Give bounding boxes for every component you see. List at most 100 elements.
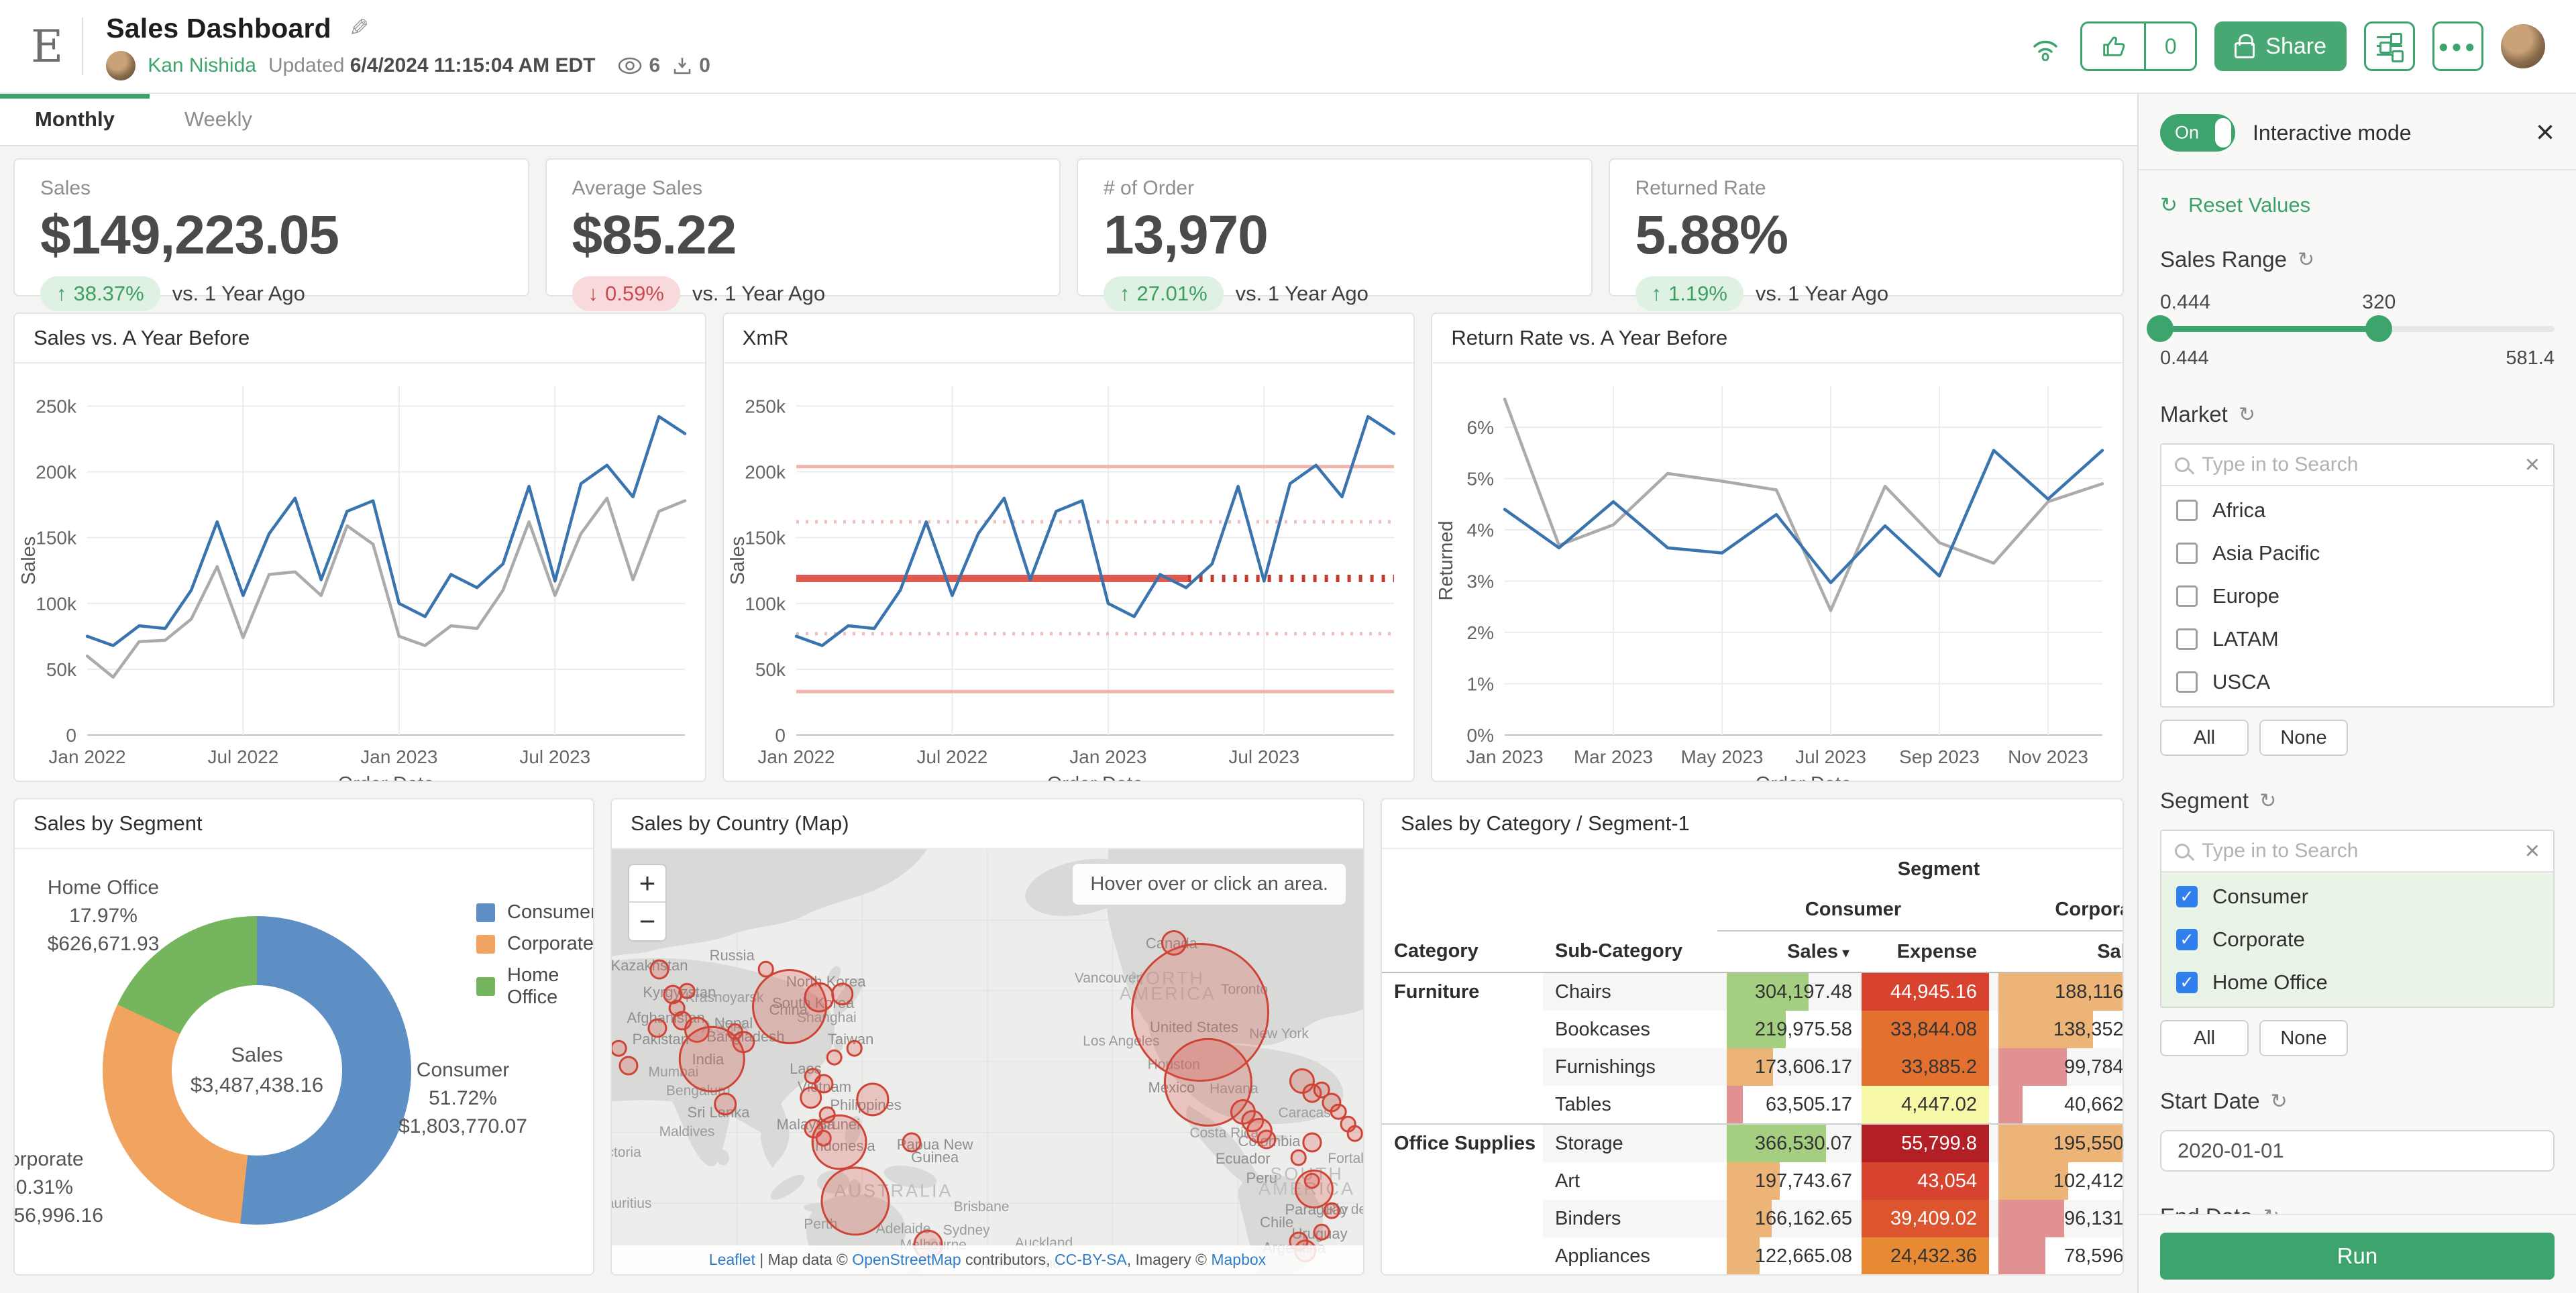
segment-search-input[interactable] [2202, 840, 2525, 862]
attribution-link[interactable]: CC-BY-SA [1054, 1251, 1127, 1268]
run-button[interactable]: Run [2160, 1233, 2555, 1280]
share-button[interactable]: Share [2214, 21, 2347, 71]
map-bubble[interactable] [1313, 1223, 1330, 1241]
map-bubble[interactable] [649, 959, 669, 979]
map-bubble[interactable] [902, 1132, 922, 1153]
map-bubble[interactable] [1256, 1129, 1277, 1149]
segment-none-button[interactable]: None [2259, 1020, 2348, 1056]
map-bubble[interactable] [1313, 1082, 1330, 1099]
map-bubble[interactable] [1161, 930, 1187, 956]
checkbox-checked[interactable]: ✓ [2176, 886, 2198, 907]
market-all-button[interactable]: All [2160, 720, 2249, 756]
map-bubble[interactable] [1290, 1149, 1307, 1166]
map-bubble[interactable] [826, 1049, 843, 1066]
slider-handle-low[interactable] [2147, 315, 2174, 342]
edit-title-icon[interactable]: ✎ [348, 14, 370, 42]
segment-option-corporate[interactable]: ✓ Corporate [2161, 918, 2553, 961]
checkbox[interactable] [2176, 500, 2198, 521]
checkbox-checked[interactable]: ✓ [2176, 929, 2198, 950]
more-options-button[interactable]: ●●● [2432, 21, 2483, 71]
map-bubble[interactable] [1295, 1170, 1334, 1209]
segment-all-button[interactable]: All [2160, 1020, 2249, 1056]
market-option-asia-pacific[interactable]: Asia Pacific [2161, 532, 2553, 575]
refresh-icon[interactable]: ↻ [2270, 1090, 2288, 1113]
close-sidebar-button[interactable]: × [2535, 115, 2555, 150]
table-row[interactable]: Furniture Chairs 304,197.48 44,945.16 188,11… [1382, 972, 2123, 1011]
donut-chart[interactable]: Sales $3,487,438.16 Home Office 17.97% $626,… [15, 849, 593, 1274]
map-canvas[interactable]: Russia Krasnoyarsk ASIA Kazakhstan Kyrgyzsta… [612, 849, 1363, 1274]
attribution-link[interactable]: OpenStreetMap [852, 1251, 961, 1268]
market-search-input[interactable] [2202, 453, 2525, 476]
slider-handle-high[interactable] [2365, 315, 2393, 342]
map-bubble[interactable] [619, 1056, 639, 1076]
line-chart-return-rate[interactable]: 0% 1% 2% 3% 4% 5% 6% Jan 2023 Mar 2023 May 2023 Ju… [1432, 363, 2123, 781]
clear-search-icon[interactable]: × [2524, 450, 2540, 479]
column-header[interactable]: Sales [1989, 931, 2123, 973]
tab-monthly[interactable]: Monthly [0, 94, 150, 145]
checkbox[interactable] [2176, 543, 2198, 564]
start-date-input[interactable] [2160, 1130, 2555, 1172]
column-header-sorted[interactable]: Sales ▾ [1717, 931, 1862, 973]
refresh-icon[interactable]: ↻ [2297, 248, 2315, 271]
segment-option-consumer[interactable]: ✓ Consumer [2161, 875, 2553, 918]
attribution-link[interactable]: Mapbox [1211, 1251, 1267, 1268]
zoom-in-button[interactable]: + [629, 865, 665, 903]
market-option-africa[interactable]: Africa [2161, 489, 2553, 532]
table-row[interactable]: Office Supplies Storage 366,530.07 55,799.8… [1382, 1123, 2123, 1162]
map-bubble[interactable] [714, 1092, 737, 1116]
author-link[interactable]: Kan Nishida [148, 54, 256, 76]
map-bubble[interactable] [647, 1018, 667, 1038]
attribution-link[interactable]: Leaflet [708, 1251, 755, 1268]
map-bubble[interactable] [831, 982, 854, 1005]
map-bubble[interactable] [804, 982, 835, 1013]
segment-option-home-office[interactable]: ✓ Home Office [2161, 961, 2553, 1004]
line-chart-sales-vs-year[interactable]: 0 50k 100k 150k 200k 250k Jan 2022 Jul 2022 Jan … [15, 363, 705, 781]
checkbox[interactable] [2176, 671, 2198, 693]
line-chart-xmr[interactable]: 0 50k 100k 150k 200k 250k Jan 2022 Jul 2022 Jan … [724, 363, 1414, 781]
like-button[interactable] [2082, 23, 2144, 69]
map-bubble[interactable] [800, 1086, 822, 1109]
map-bubble[interactable] [678, 982, 696, 1000]
dashboard-settings-button[interactable] [2364, 21, 2415, 71]
map-bubble[interactable] [820, 1166, 890, 1236]
map-bubble[interactable] [757, 961, 774, 978]
map-bubble[interactable] [1323, 1202, 1340, 1219]
market-option-usca[interactable]: USCA [2161, 661, 2553, 704]
app-logo[interactable]: E [31, 20, 64, 72]
refresh-icon[interactable]: ↻ [2259, 789, 2277, 812]
clear-search-icon[interactable]: × [2524, 836, 2540, 865]
map-bubble[interactable] [811, 1115, 867, 1170]
interactive-mode-toggle[interactable]: On [2160, 114, 2235, 152]
author-avatar[interactable] [106, 50, 136, 80]
map-bubble[interactable] [678, 1025, 745, 1092]
legend-item[interactable]: Consumer [476, 901, 593, 923]
zoom-out-button[interactable]: − [639, 905, 656, 937]
checkbox[interactable] [2176, 585, 2198, 607]
tab-weekly[interactable]: Weekly [184, 107, 252, 131]
checkbox[interactable] [2176, 628, 2198, 650]
map-bubble[interactable] [1346, 1125, 1363, 1142]
map-bubble[interactable] [612, 1040, 627, 1057]
checkbox-checked[interactable]: ✓ [2176, 972, 2198, 993]
map-bubble[interactable] [855, 1082, 890, 1117]
legend-item[interactable]: Corporate [476, 933, 593, 955]
map-bubble[interactable] [846, 1040, 863, 1057]
legend-item[interactable]: Home Office [476, 964, 593, 1009]
refresh-icon[interactable]: ↻ [2238, 403, 2255, 426]
column-header[interactable]: Sub-Category [1543, 931, 1717, 973]
world-map[interactable]: Russia Krasnoyarsk ASIA Kazakhstan Kyrgyzsta… [612, 849, 1363, 1274]
user-avatar[interactable] [2501, 24, 2545, 68]
market-option-latam[interactable]: LATAM [2161, 618, 2553, 661]
market-option-europe[interactable]: Europe [2161, 575, 2553, 618]
market-none-button[interactable]: None [2259, 720, 2348, 756]
column-header[interactable]: Category [1382, 931, 1543, 973]
column-header[interactable]: Expense [1862, 931, 1989, 973]
map-bubble[interactable] [1302, 1132, 1322, 1153]
reset-values-button[interactable]: ↻ Reset Values [2160, 193, 2311, 217]
